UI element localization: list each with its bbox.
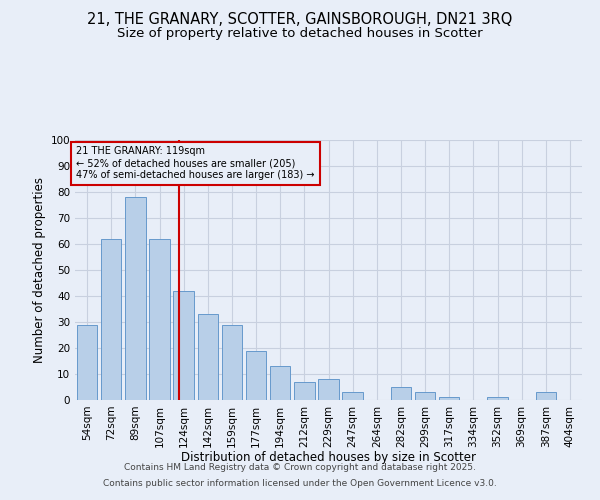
Bar <box>294 382 314 400</box>
Bar <box>487 398 508 400</box>
X-axis label: Distribution of detached houses by size in Scotter: Distribution of detached houses by size … <box>181 451 476 464</box>
Bar <box>197 314 218 400</box>
Bar <box>149 239 170 400</box>
Text: 21 THE GRANARY: 119sqm
← 52% of detached houses are smaller (205)
47% of semi-de: 21 THE GRANARY: 119sqm ← 52% of detached… <box>76 146 315 180</box>
Text: Contains HM Land Registry data © Crown copyright and database right 2025.: Contains HM Land Registry data © Crown c… <box>124 464 476 472</box>
Bar <box>101 239 121 400</box>
Text: 21, THE GRANARY, SCOTTER, GAINSBOROUGH, DN21 3RQ: 21, THE GRANARY, SCOTTER, GAINSBOROUGH, … <box>88 12 512 28</box>
Bar <box>391 387 411 400</box>
Bar <box>536 392 556 400</box>
Bar <box>270 366 290 400</box>
Bar <box>415 392 436 400</box>
Bar <box>343 392 363 400</box>
Y-axis label: Number of detached properties: Number of detached properties <box>34 177 46 363</box>
Bar <box>246 350 266 400</box>
Text: Contains public sector information licensed under the Open Government Licence v3: Contains public sector information licen… <box>103 478 497 488</box>
Bar <box>318 379 339 400</box>
Bar <box>125 197 146 400</box>
Bar <box>77 324 97 400</box>
Bar <box>221 324 242 400</box>
Bar <box>439 398 460 400</box>
Text: Size of property relative to detached houses in Scotter: Size of property relative to detached ho… <box>117 28 483 40</box>
Bar <box>173 291 194 400</box>
